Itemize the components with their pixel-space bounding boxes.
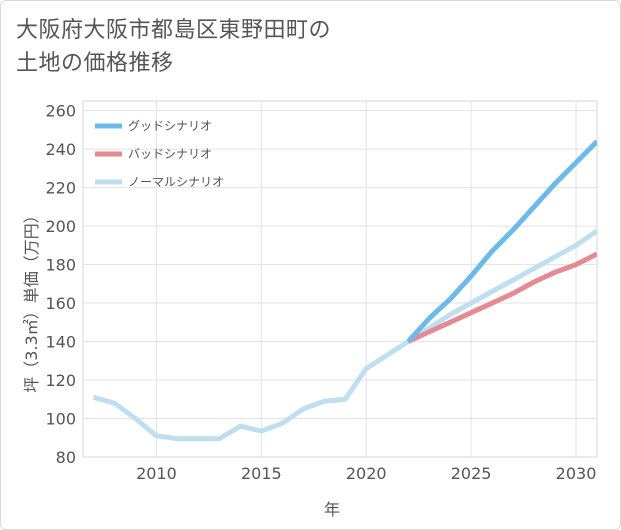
series-line-normal — [92, 228, 597, 442]
series-line-good — [406, 139, 597, 344]
y-tick-label: 260 — [45, 102, 76, 121]
x-tick-label: 2020 — [346, 464, 387, 483]
title-line-1: 大阪府大阪市都島区東野田町の — [16, 18, 332, 43]
title-line-2: 土地の価格推移 — [16, 51, 174, 76]
y-tick-label: 180 — [45, 256, 76, 275]
x-tick-label: 2010 — [136, 464, 177, 483]
y-tick-labels: 80 100 120 140 160 180 200 220 240 260 — [45, 102, 76, 467]
y-tick-label: 160 — [45, 294, 76, 313]
series-line-bad — [407, 251, 597, 344]
grid — [83, 101, 597, 457]
y-tick-label: 80 — [56, 448, 76, 467]
legend-label-normal: ノーマルシナリオ — [128, 175, 224, 189]
series-lines — [92, 139, 597, 442]
x-tick-labels: 2010 2015 2020 2025 2030 — [136, 464, 596, 483]
y-axis-label: 坪（3.3㎡）単価（万円） — [22, 207, 41, 392]
x-tick-label: 2030 — [556, 464, 597, 483]
y-tick-label: 220 — [45, 179, 76, 198]
y-tick-label: 120 — [45, 371, 76, 390]
x-tick-label: 2025 — [451, 464, 492, 483]
legend-label-bad: バッドシナリオ — [128, 147, 212, 161]
page-title: 大阪府大阪市都島区東野田町の 土地の価格推移 — [16, 14, 331, 80]
x-tick-label: 2015 — [241, 464, 282, 483]
y-tick-label: 140 — [45, 333, 76, 352]
y-tick-label: 240 — [45, 140, 76, 159]
x-axis-label: 年 — [324, 500, 340, 519]
y-tick-label: 200 — [45, 217, 76, 236]
y-tick-label: 100 — [45, 410, 76, 429]
legend-label-good: グッドシナリオ — [128, 119, 212, 133]
